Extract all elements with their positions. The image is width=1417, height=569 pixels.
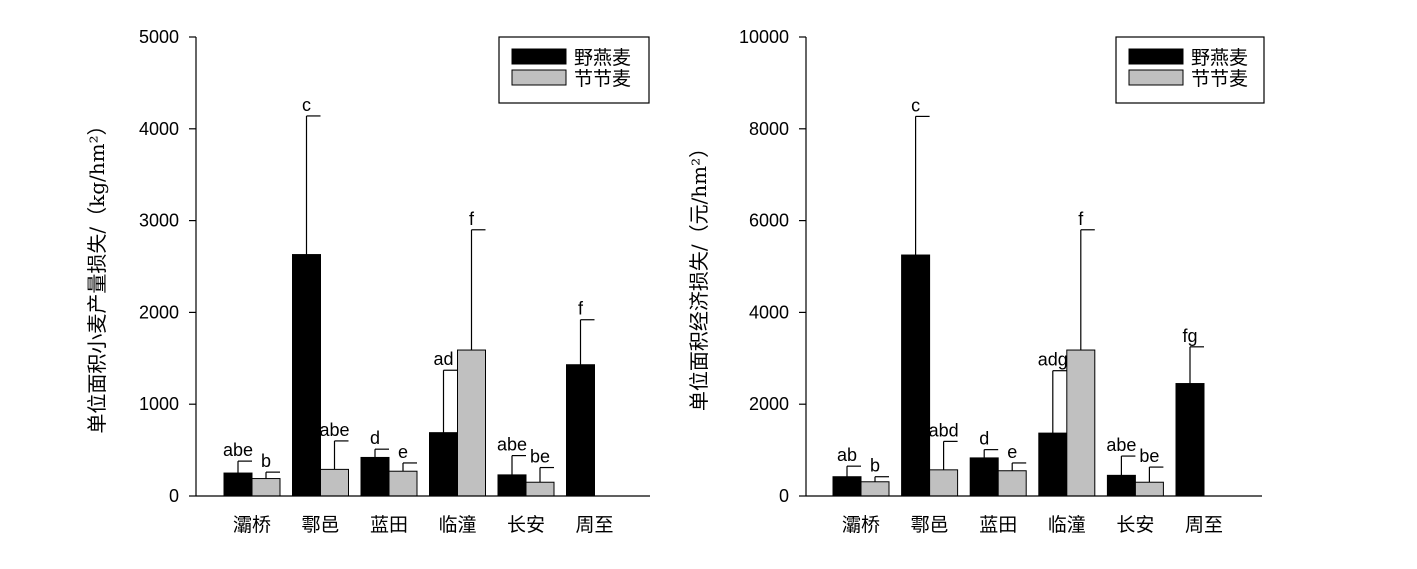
y-tick-label: 0 [169, 486, 179, 506]
significance-label: f [578, 299, 584, 319]
bar-goatgrass-5 [525, 481, 555, 497]
legend-label: 节节麦 [574, 68, 631, 90]
y-tick-label: 4000 [139, 119, 179, 139]
chart-panel-2: ab c d adg abe fg b abd e f be 0 2000 4000 6000 8000 100… [687, 27, 1265, 536]
legend-swatch-wild-oat [511, 48, 567, 65]
y-tick-label: 8000 [749, 119, 789, 139]
bar-goatgrass-4 [1066, 349, 1096, 497]
significance-label: abe [1106, 435, 1136, 455]
significance-label: d [979, 429, 989, 449]
bar-wild-oat-2 [901, 254, 931, 497]
significance-label: d [370, 428, 380, 448]
significance-label: abd [929, 420, 959, 440]
y-tick-label: 6000 [749, 211, 789, 231]
y-tick-label: 10000 [739, 27, 789, 47]
x-category-label: 周至 [575, 514, 613, 536]
legend-swatch-wild-oat [1128, 48, 1184, 65]
bar-goatgrass-2 [320, 468, 349, 497]
x-category-label: 灞桥 [842, 514, 880, 536]
x-category-label: 周至 [1185, 514, 1223, 536]
bar-goatgrass-1 [860, 481, 890, 497]
legend-label: 野燕麦 [1191, 47, 1248, 69]
significance-label: c [911, 95, 920, 115]
bar-wild-oat-4 [429, 432, 458, 497]
x-category-label: 临潼 [1048, 514, 1086, 536]
y-tick-label: 1000 [139, 394, 179, 414]
x-category-label: 蓝田 [370, 514, 408, 536]
y-tick-label: 3000 [139, 211, 179, 231]
y-axis-title: 单位面积经济损失/（元/hm²） [687, 138, 711, 411]
significance-label: e [1007, 442, 1017, 462]
bar-goatgrass-1 [251, 478, 281, 497]
bar-wild-oat-1 [223, 472, 253, 497]
significance-label: e [398, 442, 408, 462]
legend-swatch-goatgrass [511, 69, 567, 86]
bar-wild-oat-5 [1106, 474, 1136, 497]
x-category-label: 灞桥 [233, 514, 271, 536]
y-tick-label: 2000 [749, 394, 789, 414]
bar-goatgrass-2 [929, 469, 959, 497]
y-tick-label: 4000 [749, 302, 789, 322]
significance-label: ad [433, 349, 453, 369]
y-tick-label: 5000 [139, 27, 179, 47]
bar-wild-oat-1 [832, 476, 862, 497]
significance-label: f [469, 209, 475, 229]
legend-label: 野燕麦 [574, 47, 631, 69]
significance-label: ab [837, 445, 857, 465]
bar-wild-oat-6 [1175, 383, 1205, 497]
bar-wild-oat-6 [566, 364, 595, 497]
chart-panel-1: abecdadabefbabeefbe010002000300040005000… [85, 27, 650, 536]
legend-label: 节节麦 [1191, 68, 1248, 90]
x-category-label: 鄠邑 [911, 514, 949, 536]
y-tick-label: 0 [779, 486, 789, 506]
significance-label: c [302, 95, 311, 115]
significance-label: f [1078, 209, 1084, 229]
significance-label: b [261, 451, 271, 471]
x-category-label: 长安 [507, 514, 545, 536]
y-axis-title: 单位面积小麦产量损失/（kg/hm²） [85, 115, 109, 433]
bar-goatgrass-5 [1134, 481, 1164, 497]
bar-goatgrass-3 [997, 470, 1027, 497]
significance-label: abe [223, 440, 253, 460]
significance-label: abe [497, 435, 527, 455]
significance-label: b [870, 456, 880, 476]
bar-wild-oat-3 [969, 457, 999, 497]
significance-label: be [1139, 446, 1159, 466]
x-category-label: 长安 [1116, 514, 1154, 536]
x-category-label: 临潼 [438, 514, 476, 536]
bar-wild-oat-4 [1038, 432, 1068, 497]
bar-wild-oat-2 [292, 254, 321, 497]
bar-wild-oat-3 [360, 456, 390, 497]
bar-goatgrass-4 [457, 349, 486, 497]
bar-wild-oat-5 [497, 474, 527, 497]
significance-label: be [530, 447, 550, 467]
significance-label: adg [1038, 350, 1068, 370]
significance-label: fg [1182, 326, 1197, 346]
y-tick-label: 2000 [139, 302, 179, 322]
significance-label: abe [319, 420, 349, 440]
x-category-label: 鄠邑 [301, 514, 339, 536]
legend-swatch-goatgrass [1128, 69, 1184, 86]
bar-goatgrass-3 [388, 470, 418, 497]
x-category-label: 蓝田 [979, 514, 1017, 536]
